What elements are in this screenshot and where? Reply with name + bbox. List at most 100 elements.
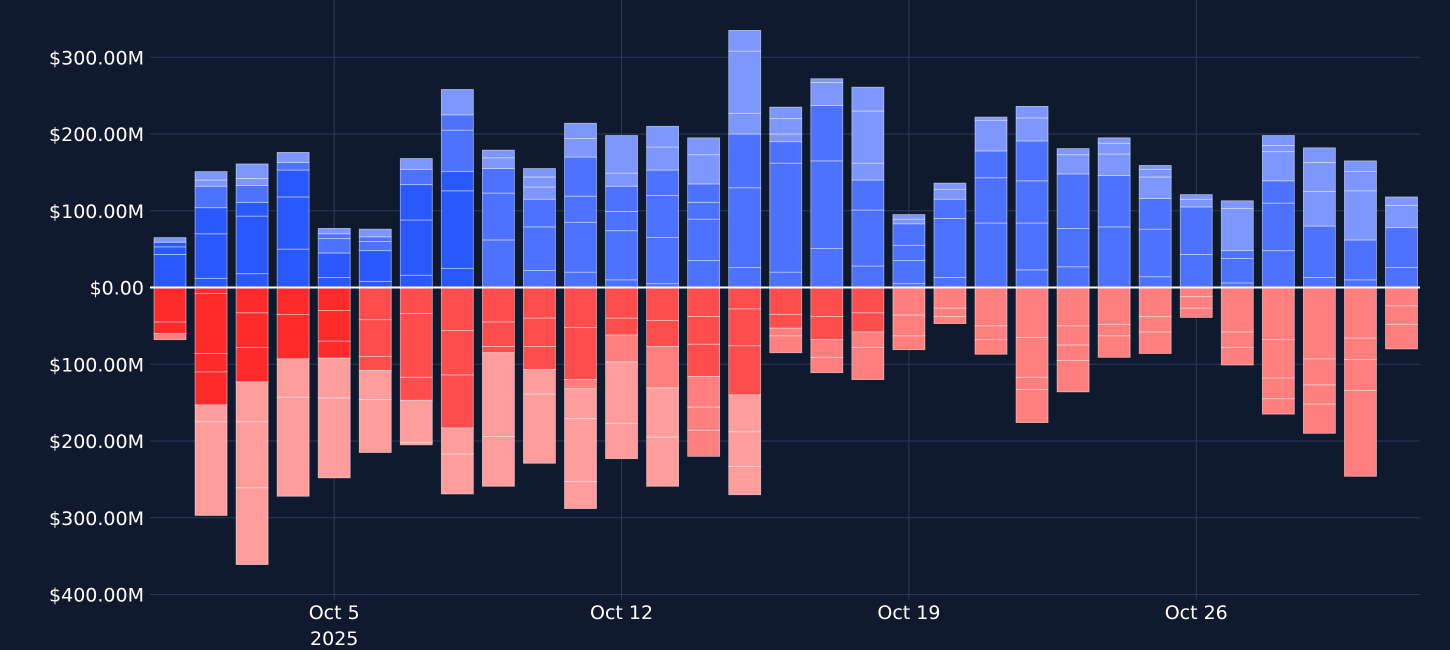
inflow-bar-segment [851, 86, 885, 112]
outflow-bar-segment [1056, 360, 1090, 393]
outflow-bar-segment [892, 287, 926, 316]
outflow-bar-segment [523, 287, 556, 319]
outflow-bar-segment [933, 316, 967, 324]
outflow-bar-segment [317, 310, 351, 342]
inflow-bar-segment [1344, 279, 1377, 288]
inflow-bar-segment [1097, 137, 1131, 144]
outflow-bar-segment [481, 287, 515, 323]
inflow-bar-segment [974, 116, 1008, 121]
outflow-bar-segment [276, 313, 310, 360]
inflow-bar-segment [317, 233, 351, 239]
outflow-bar-segment [728, 431, 762, 467]
inflow-bar-segment [564, 195, 597, 223]
inflow-bar-segment [933, 182, 967, 190]
outflow-bar-segment [728, 394, 762, 433]
outflow-bar-segment [564, 327, 597, 381]
inflow-bar-segment [851, 162, 885, 181]
outflow-bar-segment [605, 361, 638, 424]
inflow-bar-segment [523, 168, 556, 178]
inflow-bar-segment [974, 150, 1008, 179]
inflow-bar-segment [892, 214, 926, 220]
inflow-bar-segment [687, 218, 721, 262]
outflow-bar-segment [564, 418, 597, 483]
inflow-bar-segment [194, 185, 228, 209]
inflow-bar-segment [1097, 153, 1131, 176]
outflow-bar-segment [810, 316, 844, 341]
inflow-bar-segment [399, 158, 433, 170]
inflow-bar-segment [276, 248, 310, 288]
outflow-bar-segment [235, 421, 269, 489]
inflow-bar-segment [194, 233, 228, 279]
outflow-bar-segment [646, 387, 679, 438]
inflow-bar-segment [564, 221, 597, 273]
inflow-bar-segment [523, 270, 556, 288]
outflow-bar-segment [892, 335, 926, 351]
inflow-bar-segment [605, 135, 638, 174]
outflow-bar-segment [646, 287, 679, 321]
outflow-bar-segment [1220, 331, 1254, 348]
outflow-bar-segment [235, 487, 269, 565]
outflow-bar-segment [1097, 323, 1131, 337]
inflow-bar-segment [1015, 222, 1049, 271]
inflow-bar-segment [605, 279, 638, 288]
outflow-bar-segment [317, 397, 351, 479]
inflow-bar-segment [1303, 225, 1336, 278]
inflow-bar-segment [440, 89, 474, 116]
inflow-bar-segment [235, 215, 269, 275]
inflow-bar-segment [481, 192, 515, 241]
inflow-bar-segment [605, 230, 638, 281]
inflow-bar-segment [358, 228, 392, 238]
inflow-bar-segment [810, 160, 844, 249]
y-tick-label: $100.00M [49, 354, 144, 376]
outflow-bar-segment [194, 293, 228, 354]
inflow-bar-segment [235, 163, 269, 179]
outflow-bar-segment [276, 396, 310, 497]
outflow-bar-segment [276, 358, 310, 398]
inflow-bar-segment [399, 219, 433, 276]
outflow-bar-segment [851, 312, 885, 333]
inflow-bar-segment [1179, 254, 1213, 288]
outflow-bar-segment [1385, 305, 1418, 325]
outflow-bar-segment [974, 325, 1008, 341]
inflow-bar-segment [1261, 250, 1295, 288]
outflow-bar-segment [440, 374, 474, 429]
inflow-bar-segment [317, 277, 351, 288]
inflow-bar-segment [399, 168, 433, 186]
inflow-bar-segment [605, 172, 638, 187]
inflow-bar-segment [1179, 198, 1213, 208]
outflow-bar-segment [728, 287, 762, 310]
inflow-bar-segment [1261, 151, 1295, 182]
outflow-bar-segment [235, 381, 269, 423]
outflow-bar-segment [358, 399, 392, 453]
inflow-bar-segment [1220, 257, 1254, 284]
outflow-bar-segment [1056, 325, 1090, 346]
outflow-bar-segment [276, 287, 310, 315]
outflow-bar-segment [523, 369, 556, 395]
outflow-bar-segment [1056, 344, 1090, 361]
inflow-bar-segment [564, 122, 597, 140]
outflow-bar-segment [933, 287, 967, 309]
inflow-bar-segment [1261, 180, 1295, 204]
inflow-bar-segment [235, 201, 269, 217]
outflow-bar-segment [153, 321, 187, 334]
inflow-bar-segment [646, 237, 679, 285]
inflow-bar-segment [153, 241, 187, 248]
inflow-bar-segment [1220, 200, 1254, 209]
inflow-bar-segment [523, 198, 556, 228]
inflow-bar-segment [851, 209, 885, 267]
inflow-bar-segment [646, 169, 679, 196]
inflow-bar-segment [646, 194, 679, 239]
outflow-bar-segment [1344, 359, 1377, 391]
outflow-bar-segment [564, 388, 597, 420]
inflow-bar-segment [564, 156, 597, 197]
inflow-bar-segment [1138, 176, 1172, 199]
inflow-bar-segment [1056, 266, 1090, 288]
inflow-bar-segment [769, 106, 803, 120]
inflow-bar-segment [728, 267, 762, 288]
outflow-bar-segment [605, 287, 638, 319]
outflow-bar-segment [317, 340, 351, 359]
outflow-bar-segment [481, 435, 515, 487]
inflow-bar-segment [194, 179, 228, 187]
outflow-bar-segment [481, 346, 515, 354]
inflow-bar-segment [481, 157, 515, 169]
